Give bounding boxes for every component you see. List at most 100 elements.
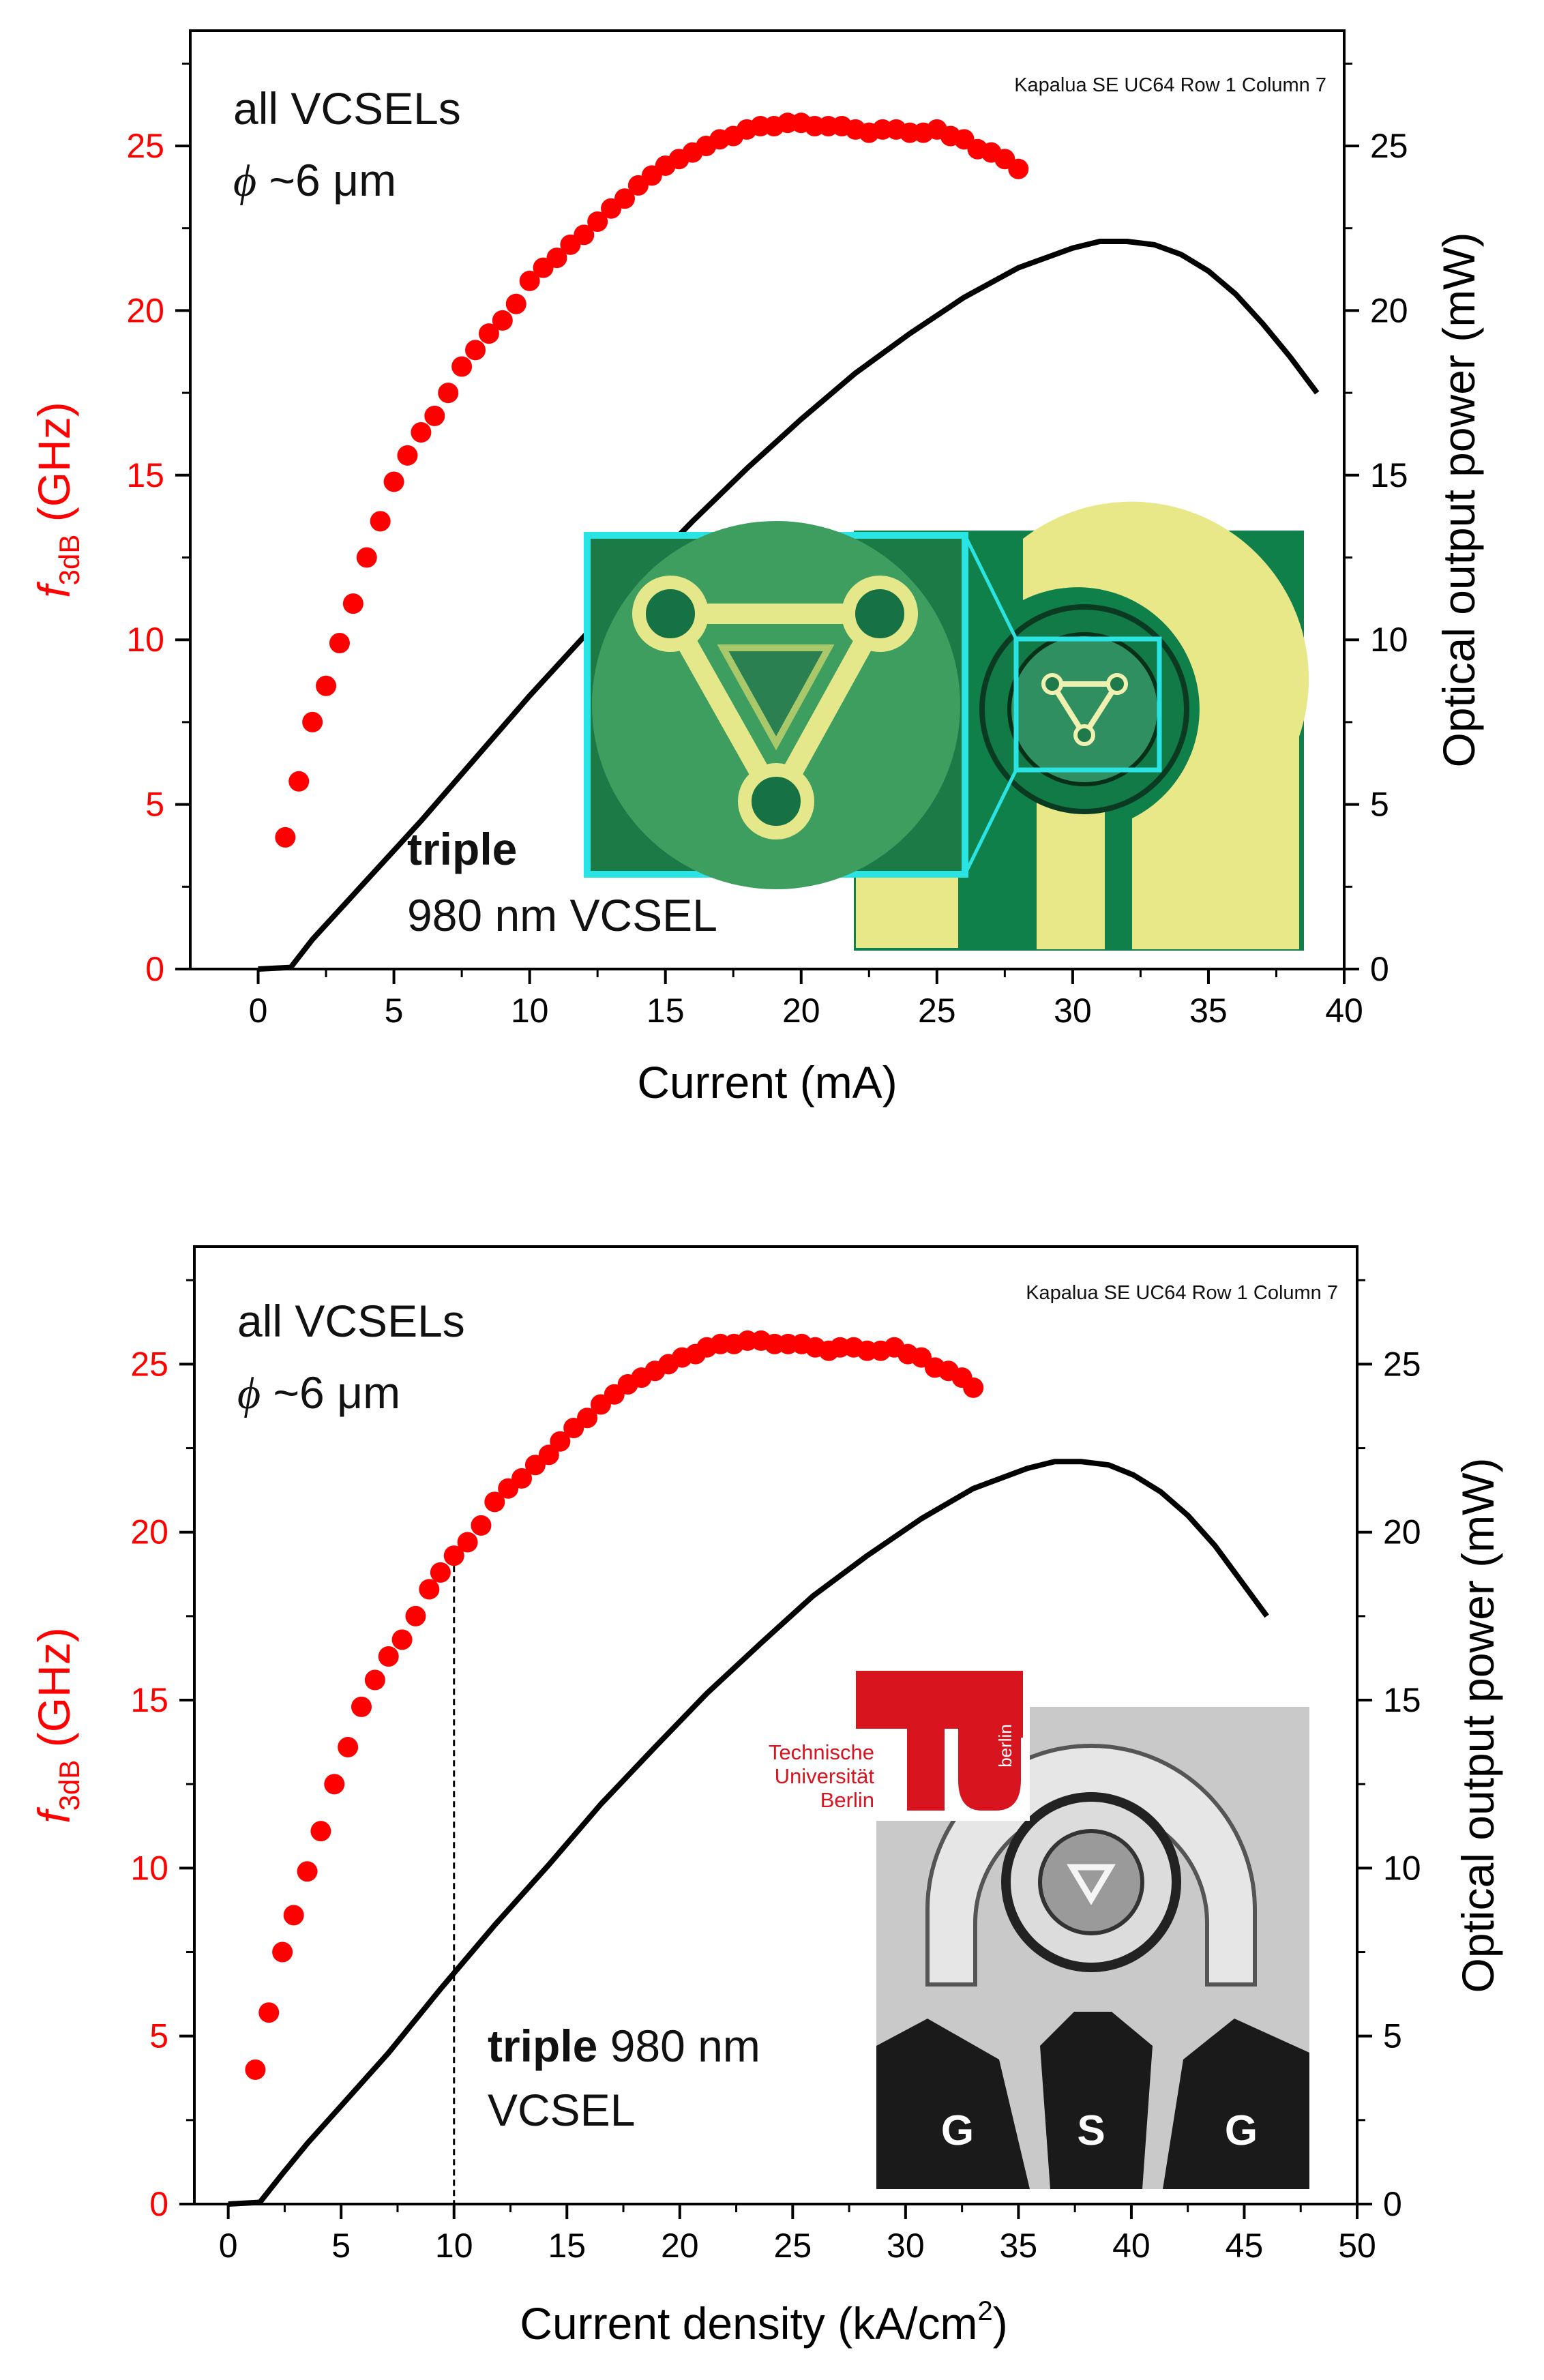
- aperture-small-1: [1041, 673, 1063, 695]
- f3db-point: [411, 422, 432, 443]
- tu-berlin-logo-icon: [856, 1671, 1023, 1811]
- x-tick-label: 30: [1054, 992, 1092, 1030]
- note-device-bold: triple: [488, 2021, 597, 2071]
- f3db-point: [378, 1646, 399, 1667]
- note-aperture: ϕ ~6 μm: [237, 1367, 400, 1418]
- f3db-point: [443, 1545, 464, 1566]
- f3db-point: [438, 383, 459, 404]
- x-tick-label: 20: [661, 2227, 699, 2265]
- note-device-bold: triple: [407, 824, 517, 874]
- probe-label-ground-right: G: [1225, 2107, 1258, 2154]
- probe-micrograph-inset: G S G berlin Technische Universität Berl…: [757, 1664, 1309, 2189]
- y-left-tick-label: 5: [145, 786, 164, 824]
- aperture-small-2: [1106, 673, 1128, 695]
- x-tick-label: 25: [918, 992, 956, 1030]
- probe-label-signal: S: [1077, 2107, 1105, 2154]
- y-right-tick-label: 10: [1370, 621, 1408, 659]
- power-series: [228, 1459, 1269, 2207]
- x-tick-label: 5: [385, 992, 404, 1030]
- y-right-tick-label: 25: [1383, 1345, 1421, 1383]
- f3db-point: [963, 1377, 984, 1398]
- f3db-point: [275, 827, 296, 848]
- sample-caption: Kapalua SE UC64 Row 1 Column 7: [1014, 74, 1326, 96]
- phi-symbol: ϕ: [233, 156, 256, 206]
- x-axis-title-end: ): [993, 2298, 1008, 2349]
- y-left-tick-label: 20: [130, 1513, 168, 1551]
- f3db-point: [297, 1861, 318, 1882]
- y-axis-title-left: f3dB (GHz): [29, 402, 85, 597]
- x-tick-label: 15: [548, 2227, 586, 2265]
- f3db-point: [383, 471, 404, 492]
- f3db-point: [391, 1629, 413, 1650]
- x-tick-label: 45: [1226, 2227, 1264, 2265]
- triple-structure-small: [1047, 681, 1123, 741]
- y-right-tick-label: 20: [1370, 291, 1408, 329]
- y-axis-title-left-text: f3dB (GHz): [29, 402, 85, 597]
- note-device-line2: VCSEL: [488, 2085, 635, 2135]
- aperture-small-3: [1073, 724, 1095, 746]
- x-axis-title-sup: 2: [977, 2296, 992, 2326]
- logo-side-text: berlin: [995, 1724, 1015, 1768]
- y-left-tick-label: 25: [130, 1345, 168, 1383]
- logo-text-line-2: Universität: [775, 1764, 875, 1788]
- x-tick-label: 20: [782, 992, 820, 1030]
- x-tick-label: 25: [774, 2227, 812, 2265]
- f3db-point: [245, 2059, 266, 2080]
- probe-ground-right: [1163, 2019, 1309, 2189]
- x-axis-title: Current (mA): [637, 1057, 897, 1107]
- f-subscript: 3dB: [53, 535, 85, 586]
- f3db-point: [505, 293, 526, 314]
- f3db-point: [419, 1579, 440, 1600]
- f3db-point: [272, 1942, 293, 1963]
- x-tick-label: 0: [219, 2227, 238, 2265]
- probe-label-ground-left: G: [941, 2107, 974, 2154]
- y-left-tick-label: 5: [149, 2017, 168, 2055]
- y-axis-title-left-text: f3dB (GHz): [29, 1627, 85, 1823]
- y-right-tick-label: 20: [1383, 1513, 1421, 1551]
- device-micrograph-inset: [584, 501, 1309, 951]
- x-axis-title-main: Current density (kA/cm: [520, 2298, 977, 2349]
- plot-frame: [189, 29, 1346, 970]
- f3db-point: [550, 1431, 571, 1452]
- f3db-point: [1008, 158, 1029, 179]
- triple-structure: [1067, 1864, 1116, 1905]
- aperture-value: ~6 μm: [261, 1367, 400, 1418]
- f-subscript: 3dB: [53, 1760, 85, 1811]
- x-tick-label: 35: [1000, 2227, 1038, 2265]
- y-left-tick-label: 0: [149, 2185, 168, 2223]
- triple-outline-zoom: [660, 604, 890, 812]
- note-all-vcsels: all VCSELs: [237, 1296, 465, 1346]
- y-right-tick-label: 5: [1370, 786, 1389, 824]
- x-tick-label: 40: [1325, 992, 1363, 1030]
- x-tick-label: 30: [887, 2227, 925, 2265]
- f3db-point: [484, 1491, 505, 1513]
- note-all-vcsels: all VCSELs: [233, 83, 461, 134]
- f3db-point: [465, 340, 486, 361]
- f3db-point: [546, 248, 567, 269]
- f3db-point: [370, 511, 391, 532]
- y-left-tick-label: 20: [126, 291, 164, 329]
- f3db-point: [316, 675, 337, 696]
- contact-arch: [1023, 501, 1309, 949]
- f-unit: (GHz): [29, 402, 79, 534]
- f3db-point: [258, 2002, 280, 2023]
- f3db-point: [356, 547, 377, 568]
- x-tick-label: 10: [435, 2227, 473, 2265]
- y-axis-title-right: Optical output power (mW): [1453, 1458, 1503, 1993]
- f3db-point: [574, 224, 595, 246]
- chart-panel-current-density: 0 5 10 15 20 25 30 35 40 45 5005101520250510152025…: [29, 1245, 1503, 2349]
- f3db-point: [492, 310, 513, 331]
- f3db-point: [338, 1737, 359, 1758]
- f3db-point: [519, 270, 540, 291]
- probe-signal: [1040, 2012, 1153, 2189]
- y-left-tick-label: 0: [145, 950, 164, 988]
- power-series: [258, 239, 1320, 972]
- plot-frame: [193, 1245, 1359, 2205]
- f3db-point: [511, 1468, 533, 1489]
- y-right-tick-label: 15: [1383, 1681, 1421, 1719]
- y-left-tick-label: 25: [126, 127, 164, 165]
- f3db-point: [538, 1444, 559, 1466]
